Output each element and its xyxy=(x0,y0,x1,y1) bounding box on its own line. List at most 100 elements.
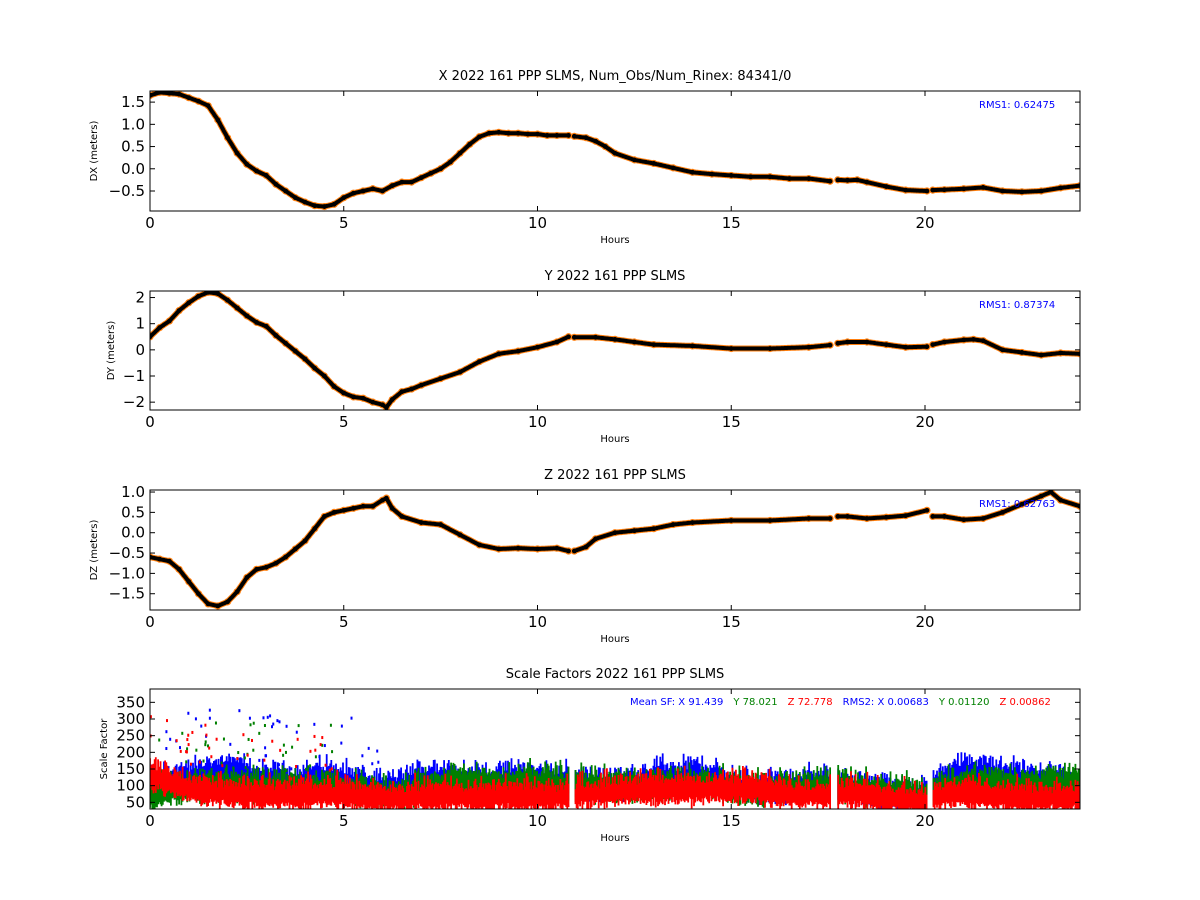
stats-annotation-part: Mean SF: X 91.439 xyxy=(630,697,723,708)
chart-title: Z 2022 161 PPP SLMS xyxy=(544,468,686,483)
outlier-point xyxy=(175,739,178,743)
outlier-point xyxy=(195,748,198,752)
x-tick-label: 5 xyxy=(339,613,349,631)
outlier-point xyxy=(214,721,217,725)
outlier-point xyxy=(221,764,224,768)
x-tick-label: 15 xyxy=(722,812,741,830)
outlier-point xyxy=(282,770,285,774)
outlier-point xyxy=(249,723,252,727)
outlier-point xyxy=(266,715,269,719)
outlier-point xyxy=(377,760,380,764)
chart-title: X 2022 161 PPP SLMS, Num_Obs/Num_Rinex: … xyxy=(439,69,792,84)
outlier-point xyxy=(282,753,285,757)
outlier-point xyxy=(295,764,298,768)
chart-title: Scale Factors 2022 161 PPP SLMS xyxy=(506,667,725,682)
outlier-point xyxy=(215,737,218,741)
outlier-point xyxy=(278,720,281,724)
y-tick-label: 100 xyxy=(116,777,145,795)
stats-annotation-part: Z 72.778 xyxy=(788,697,833,708)
y-tick-label: 2 xyxy=(135,289,145,307)
outlier-point xyxy=(324,763,327,767)
x-axis-label: Hours xyxy=(600,235,629,246)
y-tick-label: 0.5 xyxy=(121,503,145,521)
y-tick-label: 0.0 xyxy=(121,160,145,178)
outlier-point xyxy=(204,740,207,744)
y-tick-label: 1.0 xyxy=(121,115,145,133)
outlier-point xyxy=(169,737,172,741)
outlier-point xyxy=(237,751,240,755)
y-tick-label: 200 xyxy=(116,743,145,761)
outlier-point xyxy=(208,746,211,750)
outlier-point xyxy=(250,738,253,742)
plot-area xyxy=(150,708,1080,809)
axes-frame xyxy=(149,688,1081,810)
outlier-point xyxy=(290,767,293,771)
outlier-point xyxy=(297,724,300,728)
y-tick-label: 0.5 xyxy=(121,138,145,156)
y-tick-label: −1.5 xyxy=(109,585,145,603)
axes-frame xyxy=(149,90,1081,212)
outlier-point xyxy=(321,743,324,747)
outlier-point xyxy=(318,755,321,759)
outlier-point xyxy=(376,749,379,753)
x-tick-label: 20 xyxy=(915,613,934,631)
outlier-point xyxy=(158,738,161,742)
outlier-point xyxy=(276,719,279,723)
x-axis-label: Hours xyxy=(600,833,629,844)
outlier-point xyxy=(272,722,275,726)
stats-annotation-part: Y 78.021 xyxy=(732,697,777,708)
outlier-point xyxy=(208,716,211,720)
outlier-point xyxy=(295,730,298,734)
outlier-point xyxy=(321,736,324,740)
outlier-point xyxy=(198,760,201,764)
outlier-point xyxy=(284,750,287,754)
outlier-point xyxy=(208,708,211,712)
rms-annotation: RMS1: 0.62763 xyxy=(979,499,1055,510)
y-axis-label: DY (meters) xyxy=(106,321,117,381)
outlier-point xyxy=(178,746,181,750)
outlier-point xyxy=(285,724,288,728)
x-tick-label: 5 xyxy=(339,413,349,431)
y-tick-label: −2 xyxy=(123,393,145,411)
outlier-point xyxy=(238,709,241,713)
outlier-point xyxy=(229,742,232,746)
outlier-point xyxy=(313,734,316,738)
outlier-point xyxy=(279,748,282,752)
y-tick-label: 0.0 xyxy=(121,524,145,542)
outlier-point xyxy=(277,763,280,767)
outlier-point xyxy=(328,768,331,772)
outlier-point xyxy=(323,744,326,748)
outlier-point xyxy=(236,757,239,761)
outlier-point xyxy=(340,724,343,728)
axes-frame xyxy=(149,489,1081,611)
chart-panel-1: X 2022 161 PPP SLMS, Num_Obs/Num_Rinex: … xyxy=(89,69,1081,246)
outlier-point xyxy=(220,761,223,765)
outlier-point xyxy=(150,715,152,719)
series-Z-marks xyxy=(150,757,1080,809)
outlier-point xyxy=(309,764,312,768)
outlier-point xyxy=(331,750,334,754)
outlier-point xyxy=(205,733,208,737)
y-tick-label: −1.0 xyxy=(109,564,145,582)
outlier-point xyxy=(367,746,370,750)
outlier-point xyxy=(301,777,304,781)
chart-title: Y 2022 161 PPP SLMS xyxy=(544,269,686,284)
outlier-point xyxy=(340,741,343,745)
outlier-point xyxy=(207,744,210,748)
x-tick-label: 5 xyxy=(339,812,349,830)
outlier-point xyxy=(271,739,274,743)
outlier-point xyxy=(309,749,312,753)
x-tick-label: 20 xyxy=(915,214,934,232)
outlier-point xyxy=(202,759,205,763)
outlier-point xyxy=(314,755,317,759)
plot-area xyxy=(150,291,1080,410)
y-axis-label: DZ (meters) xyxy=(89,519,100,580)
series-line xyxy=(150,490,1080,608)
plot-area xyxy=(150,490,1080,610)
outlier-point xyxy=(265,754,268,758)
y-tick-label: 1 xyxy=(135,315,145,333)
outlier-point xyxy=(296,737,299,741)
x-tick-label: 0 xyxy=(145,812,155,830)
outlier-point xyxy=(165,747,168,751)
